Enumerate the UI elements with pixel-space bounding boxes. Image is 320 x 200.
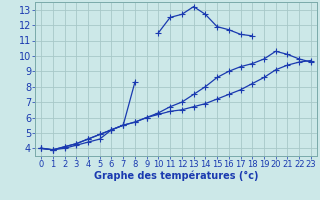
X-axis label: Graphe des températures (°c): Graphe des températures (°c) (94, 171, 258, 181)
